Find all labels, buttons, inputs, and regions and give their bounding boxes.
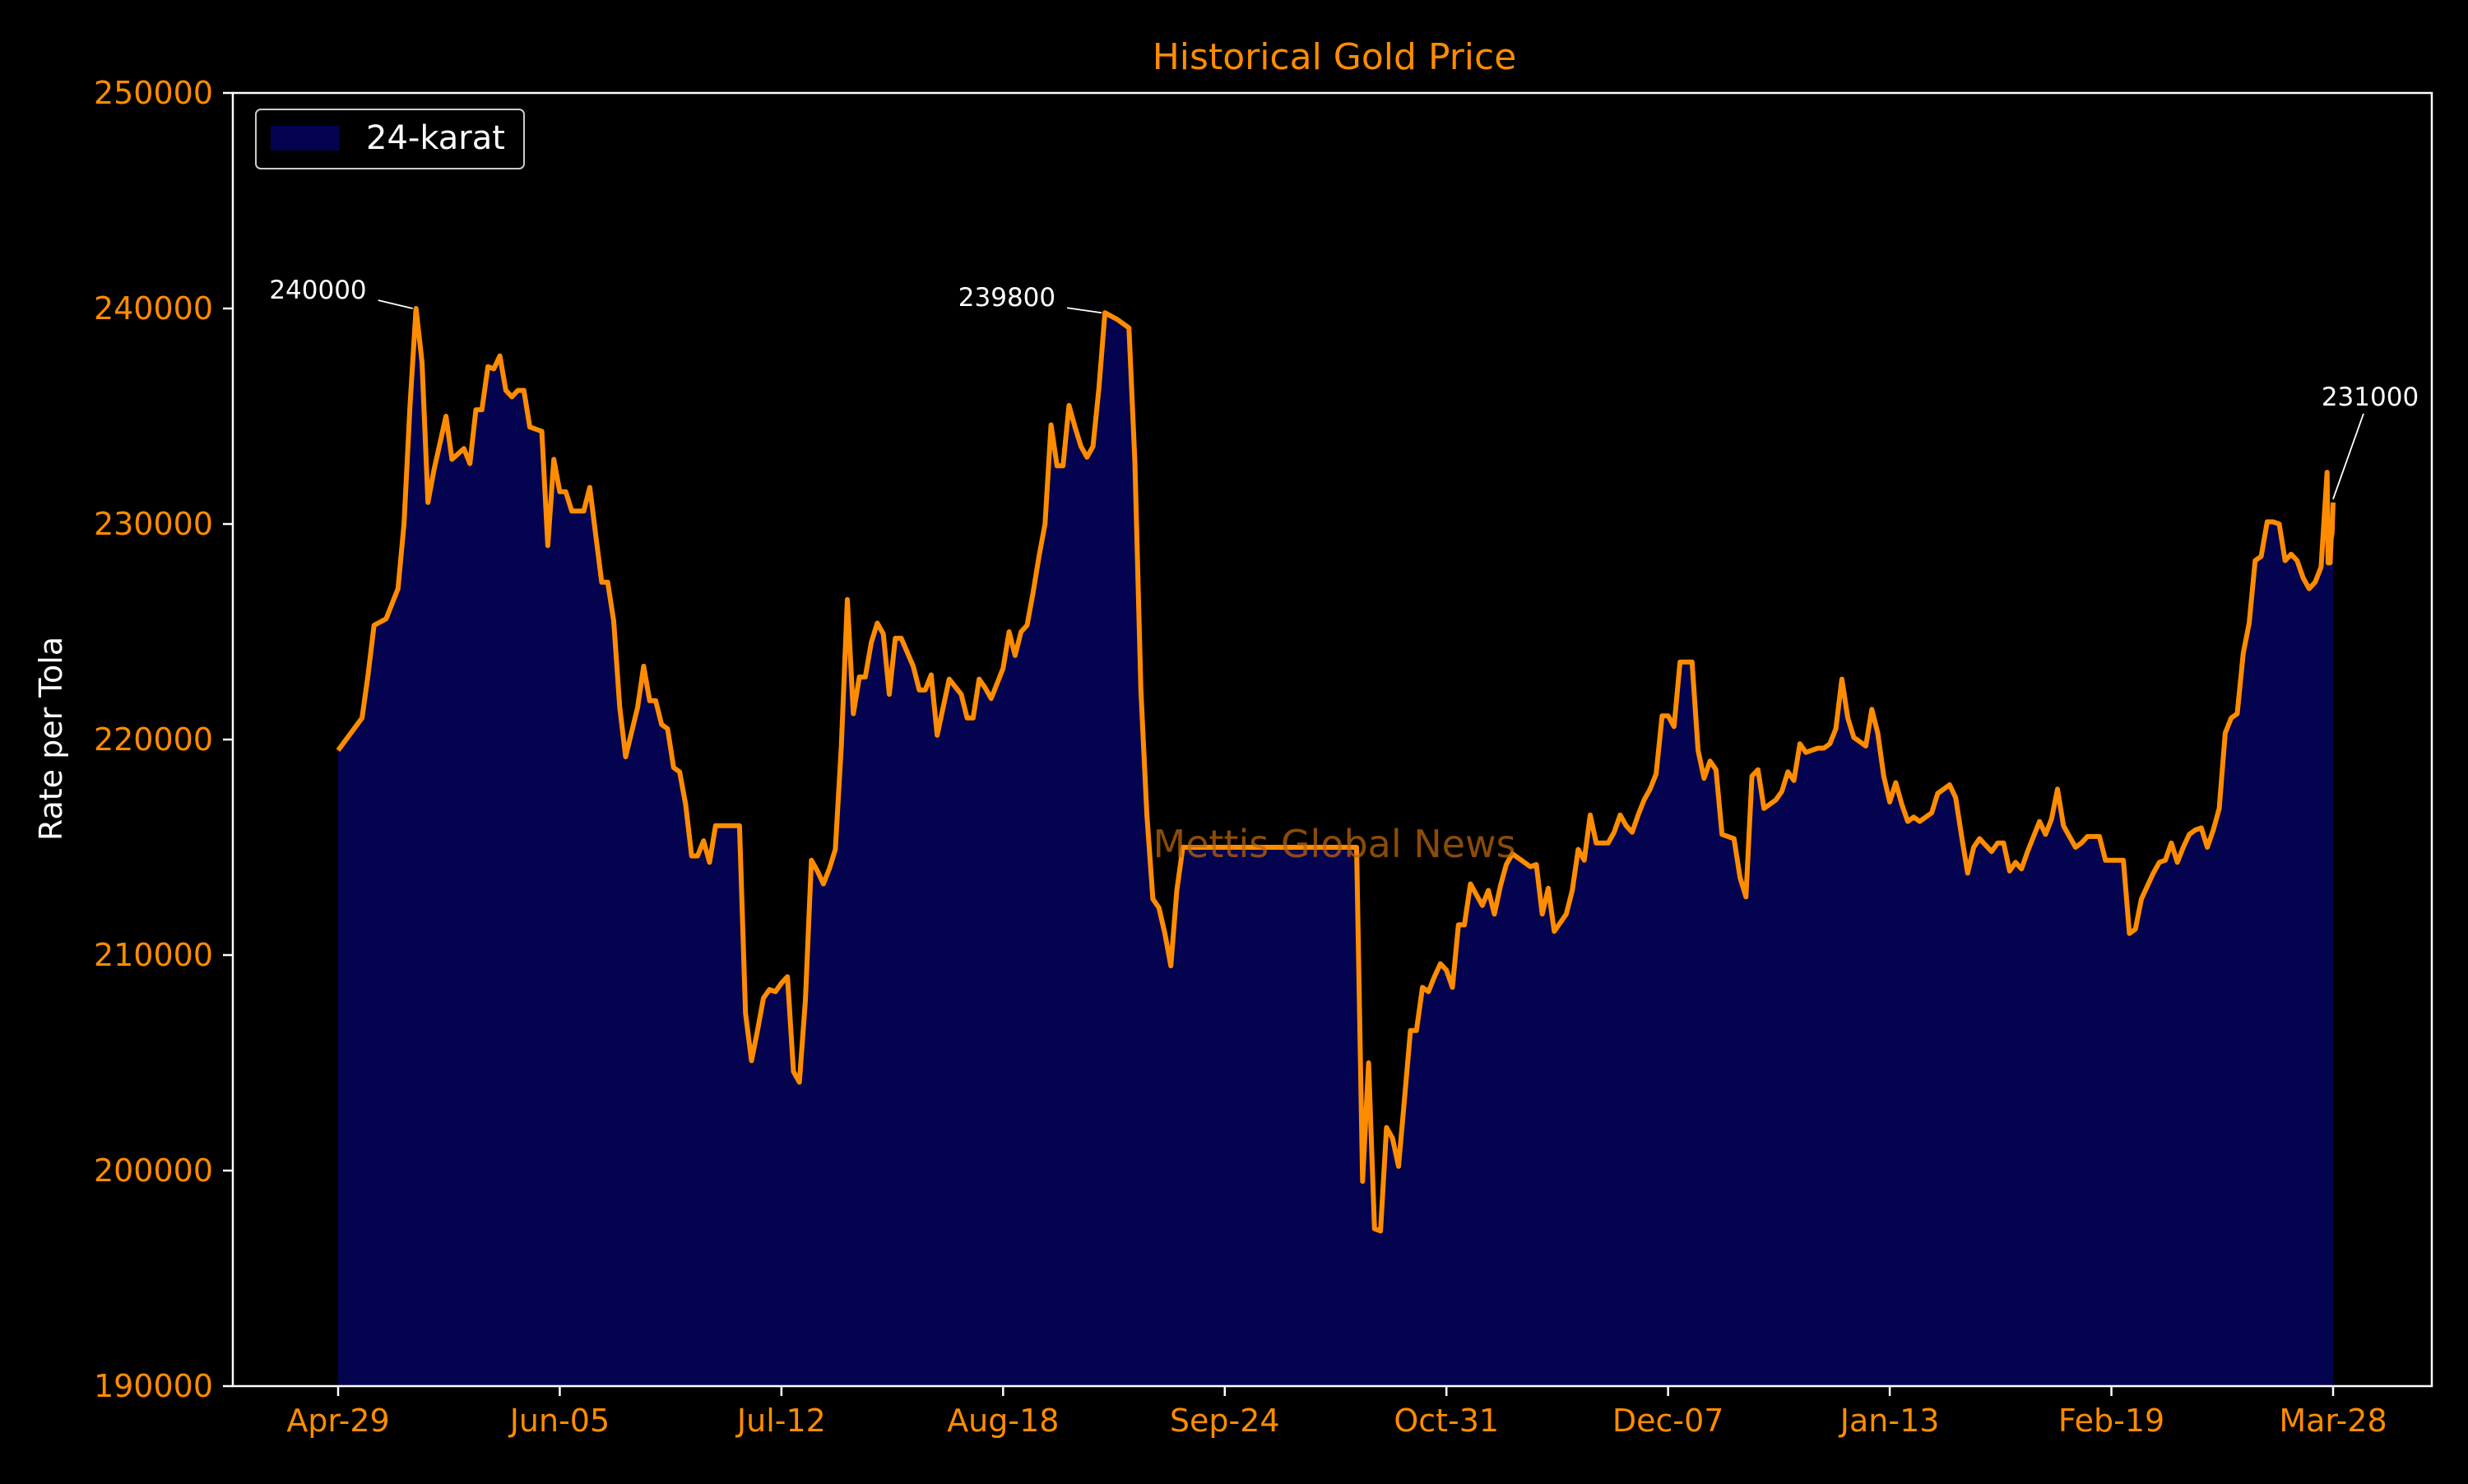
x-tick-label: Apr-29 — [286, 1403, 389, 1439]
x-tick-label: Jul-12 — [735, 1403, 826, 1439]
annotation-leader — [2332, 413, 2364, 500]
legend-swatch — [271, 126, 340, 151]
y-tick-label: 200000 — [94, 1152, 213, 1189]
y-tick-label: 190000 — [94, 1368, 213, 1404]
annotation-label: 239800 — [958, 283, 1055, 313]
x-tick-label: Jun-05 — [508, 1403, 610, 1439]
annotation-label: 240000 — [269, 276, 366, 305]
x-tick-label: Sep-24 — [1170, 1403, 1280, 1439]
x-tick-label: Aug-18 — [947, 1403, 1059, 1439]
watermark: Mettis Global News — [1153, 822, 1515, 866]
y-tick-label: 230000 — [94, 506, 213, 542]
x-axis: Apr-29 Jun-05 Jul-12 Aug-18 Sep-24 Oct-31 Dec-… — [286, 1386, 2387, 1439]
series-line-24-karat — [336, 306, 2336, 1234]
legend-label: 24-karat — [366, 119, 505, 157]
annotation-label: 231000 — [2322, 383, 2419, 412]
x-tick-label: Dec-07 — [1612, 1403, 1724, 1439]
x-tick-label: Feb-19 — [2058, 1403, 2164, 1439]
legend: 24-karat — [255, 109, 525, 169]
x-tick-label: Oct-31 — [1394, 1403, 1499, 1439]
series-layer — [336, 306, 2336, 1386]
annotation-leader — [378, 299, 413, 309]
legend-box — [255, 109, 525, 169]
y-axis-label: Rate per Tola — [33, 637, 69, 841]
y-axis: 190000 200000 210000 220000 230000 240000 2500… — [94, 75, 233, 1404]
annotation-leader — [1067, 307, 1102, 314]
y-tick-label: 250000 — [94, 75, 213, 111]
x-tick-label: Mar-28 — [2279, 1403, 2387, 1439]
y-tick-label: 210000 — [94, 937, 213, 973]
y-tick-label: 240000 — [94, 290, 213, 327]
chart-title: Historical Gold Price — [1153, 36, 1517, 78]
x-tick-label: Jan-13 — [1839, 1403, 1940, 1439]
y-tick-label: 220000 — [94, 721, 213, 758]
annotations: 240000 239800 231000 — [269, 276, 2419, 500]
